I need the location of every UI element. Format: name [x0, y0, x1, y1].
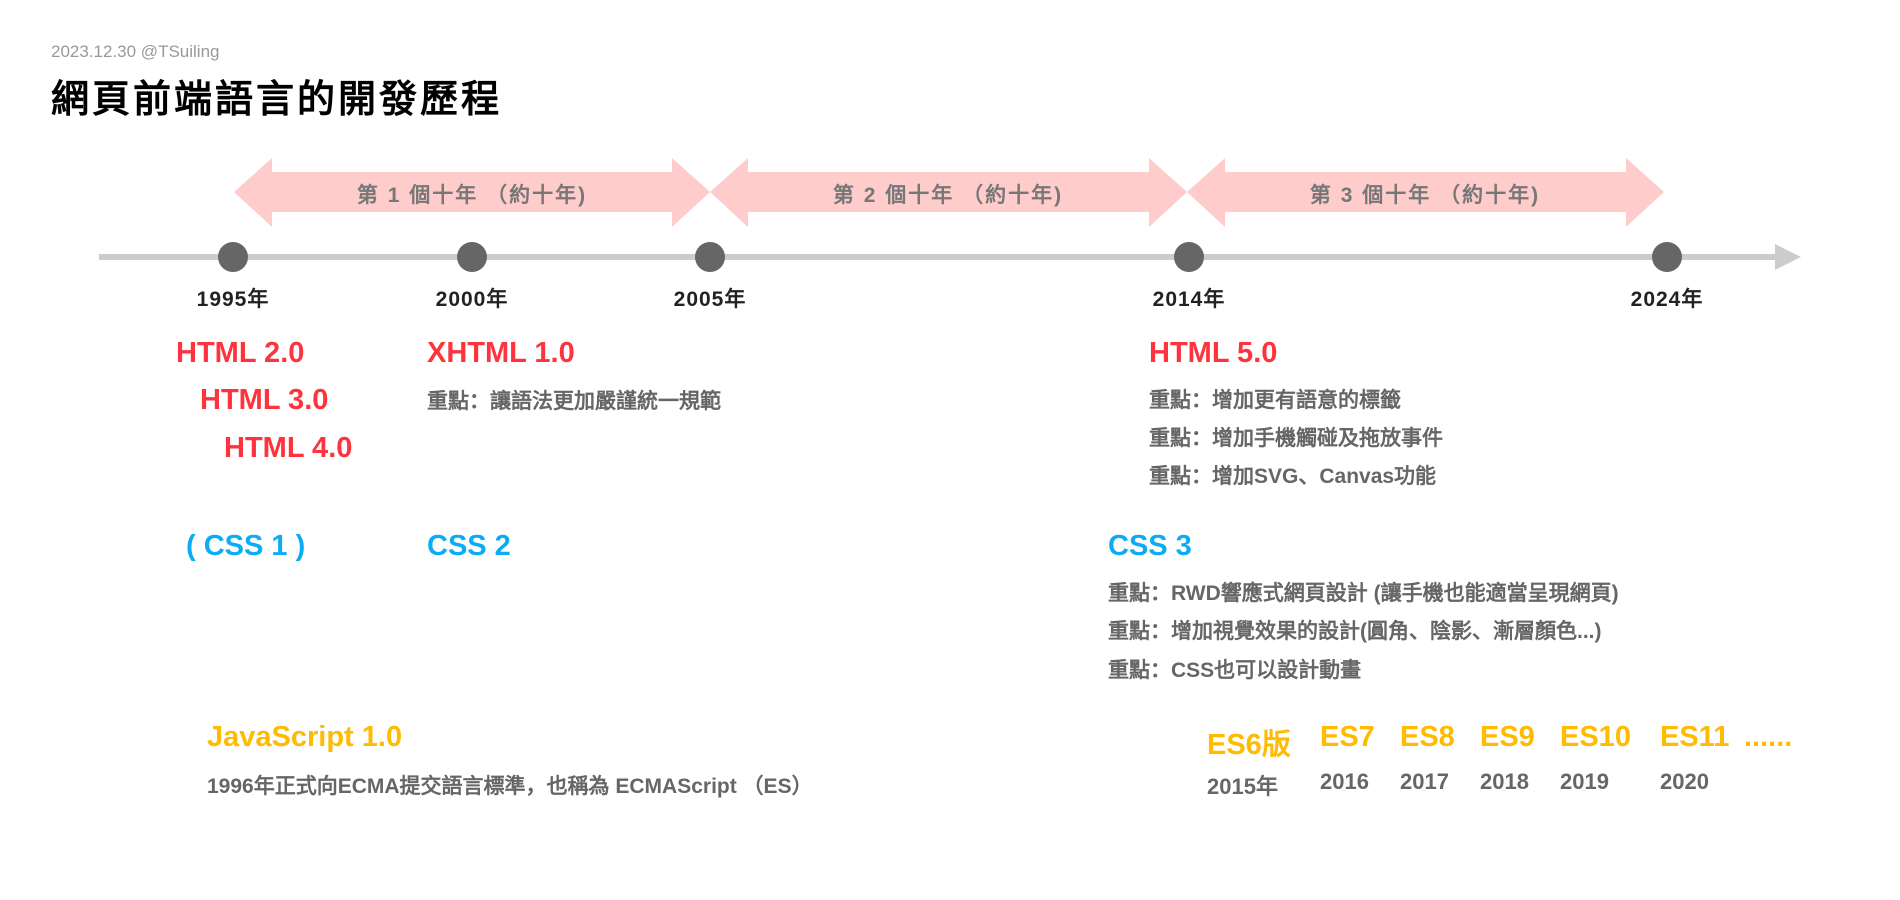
- decade-label-3: 第 3 個十年 （約十年): [1309, 184, 1541, 207]
- es-version: ES10: [1560, 721, 1631, 753]
- decade-label-1: 第 1 個十年 （約十年): [356, 184, 588, 207]
- javascript-1-label: JavaScript 1.0: [207, 721, 403, 753]
- html5-note: 重點：增加更有語意的標籤: [1149, 389, 1401, 412]
- timeline-dot-2014: [1174, 242, 1204, 272]
- timeline-dot-2024: [1652, 242, 1682, 272]
- year-label: 2024年: [1630, 288, 1704, 311]
- es-version: ES8: [1400, 721, 1455, 753]
- timeline-arrowhead: [1775, 244, 1801, 270]
- date-author: 2023.12.30 @TSuiling: [51, 42, 220, 61]
- es-year: 2017: [1400, 769, 1449, 794]
- decade-arrow-3: [1187, 158, 1664, 227]
- decade-arrow-2: [710, 158, 1187, 227]
- css3-note: 重點：CSS也可以設計動畫: [1108, 659, 1362, 682]
- timeline-dot-2000: [457, 242, 487, 272]
- decade-label-2: 第 2 個十年 （約十年): [832, 184, 1064, 207]
- css3-note: 重點：增加視覺效果的設計(圓角、陰影、漸層顏色...): [1108, 620, 1602, 643]
- es-version: ES6版: [1207, 729, 1291, 761]
- xhtml-note: 重點：讓語法更加嚴謹統一規範: [427, 390, 721, 413]
- es-year: 2018: [1480, 769, 1529, 794]
- css-2-label: CSS 2: [427, 530, 511, 562]
- xhtml-label: XHTML 1.0: [427, 337, 575, 369]
- timeline-dot-2005: [695, 242, 725, 272]
- es-year: 2019: [1560, 769, 1609, 794]
- year-label: 2000年: [435, 288, 509, 311]
- es-ellipsis: ......: [1744, 721, 1793, 753]
- html5-note: 重點：增加手機觸碰及拖放事件: [1149, 427, 1443, 450]
- timeline-dot-1995: [218, 242, 248, 272]
- es-version: ES7: [1320, 721, 1375, 753]
- decade-arrow-1: [234, 158, 710, 227]
- css3-note: 重點：RWD響應式網頁設計 (讓手機也能適當呈現網頁): [1108, 582, 1619, 605]
- html-4-label: HTML 4.0: [224, 432, 353, 464]
- es-year: 2015年: [1207, 774, 1278, 799]
- year-label: 2014年: [1152, 288, 1226, 311]
- page-title: 網頁前端語言的開發歷程: [51, 79, 503, 121]
- html5-note: 重點：增加SVG、Canvas功能: [1149, 465, 1437, 488]
- html-5-label: HTML 5.0: [1149, 337, 1278, 369]
- es-version: ES11: [1660, 721, 1730, 753]
- es-year: 2020: [1660, 769, 1709, 794]
- year-label: 1995年: [196, 288, 270, 311]
- javascript-note: 1996年正式向ECMA提交語言標準，也稱為 ECMAScript （ES）: [207, 775, 813, 798]
- css-1-label: ( CSS 1 ): [186, 530, 306, 562]
- css-3-label: CSS 3: [1108, 530, 1192, 562]
- html-2-label: HTML 2.0: [176, 337, 305, 369]
- es-year: 2016: [1320, 769, 1369, 794]
- html-3-label: HTML 3.0: [200, 384, 329, 416]
- year-label: 2005年: [673, 288, 747, 311]
- es-version: ES9: [1480, 721, 1535, 753]
